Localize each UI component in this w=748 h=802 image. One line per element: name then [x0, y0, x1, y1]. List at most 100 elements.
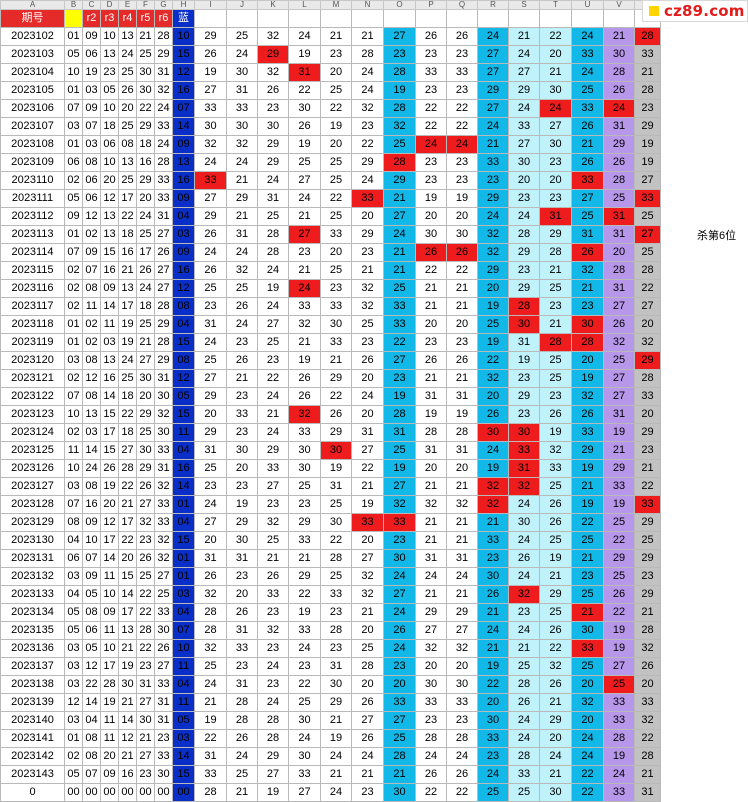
number-cell[interactable]: 19	[82, 63, 101, 82]
value-cell[interactable]: 25	[539, 369, 572, 388]
value-cell[interactable]: 33	[351, 513, 384, 532]
value-cell[interactable]: 21	[194, 693, 227, 712]
value-cell[interactable]: 29	[194, 423, 227, 442]
value-cell[interactable]: 26	[539, 675, 572, 694]
value-cell[interactable]: 21	[351, 765, 384, 784]
value-cell[interactable]: 33	[320, 225, 352, 244]
value-cell[interactable]: 20	[415, 315, 447, 334]
value-cell[interactable]: 24	[508, 99, 540, 118]
number-cell[interactable]: 09	[82, 99, 101, 118]
column-letter[interactable]: F	[136, 0, 155, 10]
number-cell[interactable]: 27	[136, 693, 155, 712]
value-cell[interactable]: 22	[415, 261, 447, 280]
value-cell[interactable]: 27	[288, 171, 321, 190]
value-cell[interactable]: 32	[288, 315, 321, 334]
value-cell[interactable]: 24	[257, 423, 289, 442]
value-cell[interactable]: 19	[603, 621, 635, 640]
period-cell[interactable]: 2023111	[0, 189, 65, 208]
number-cell[interactable]: 01	[64, 333, 83, 352]
value-cell[interactable]: 28	[383, 153, 416, 172]
number-cell[interactable]: 11	[82, 297, 101, 316]
number-cell[interactable]: 28	[118, 459, 137, 478]
number-cell[interactable]: 13	[118, 27, 137, 46]
number-cell[interactable]: 06	[100, 135, 119, 154]
blue-ball-cell[interactable]: 10	[172, 639, 195, 658]
value-cell[interactable]: 29	[257, 441, 289, 460]
value-cell[interactable]: 24	[508, 495, 540, 514]
number-cell[interactable]: 02	[64, 171, 83, 190]
value-cell[interactable]: 22	[383, 333, 416, 352]
number-cell[interactable]: 02	[64, 261, 83, 280]
value-cell[interactable]: 33	[634, 45, 661, 64]
number-cell[interactable]: 22	[118, 531, 137, 550]
value-cell[interactable]: 25	[320, 81, 352, 100]
number-cell[interactable]: 25	[136, 315, 155, 334]
value-cell[interactable]: 19	[603, 423, 635, 442]
value-cell[interactable]: 32	[415, 495, 447, 514]
value-cell[interactable]: 20	[539, 729, 572, 748]
number-cell[interactable]: 12	[82, 207, 101, 226]
value-cell[interactable]: 21	[226, 207, 258, 226]
blue-ball-cell[interactable]: 09	[172, 189, 195, 208]
number-cell[interactable]: 25	[118, 117, 137, 136]
value-cell[interactable]: 21	[351, 477, 384, 496]
number-cell[interactable]: 22	[118, 405, 137, 424]
value-cell[interactable]: 21	[477, 639, 509, 658]
value-cell[interactable]: 25	[194, 459, 227, 478]
value-cell[interactable]: 19	[477, 459, 509, 478]
value-cell[interactable]: 19	[415, 405, 447, 424]
period-cell[interactable]: 2023136	[0, 639, 65, 658]
value-cell[interactable]: 29	[508, 81, 540, 100]
value-cell[interactable]: 21	[320, 351, 352, 370]
value-cell[interactable]: 29	[257, 45, 289, 64]
number-cell[interactable]: 02	[64, 369, 83, 388]
period-cell[interactable]: 2023141	[0, 729, 65, 748]
number-cell[interactable]: 33	[154, 747, 173, 766]
value-cell[interactable]: 22	[539, 27, 572, 46]
number-cell[interactable]: 02	[82, 333, 101, 352]
value-cell[interactable]: 22	[288, 81, 321, 100]
value-cell[interactable]: 24	[288, 639, 321, 658]
value-cell[interactable]: 21	[383, 243, 416, 262]
value-cell[interactable]: 23	[257, 351, 289, 370]
number-cell[interactable]: 14	[118, 585, 137, 604]
value-cell[interactable]: 21	[288, 549, 321, 568]
number-cell[interactable]: 18	[118, 423, 137, 442]
value-cell[interactable]: 21	[634, 765, 661, 784]
value-cell[interactable]: 29	[539, 711, 572, 730]
number-cell[interactable]: 33	[154, 441, 173, 460]
number-cell[interactable]: 20	[100, 747, 119, 766]
value-cell[interactable]: 26	[603, 585, 635, 604]
value-cell[interactable]: 26	[383, 621, 416, 640]
value-cell[interactable]: 24	[194, 495, 227, 514]
value-cell[interactable]: 23	[634, 441, 661, 460]
number-cell[interactable]: 17	[118, 189, 137, 208]
value-cell[interactable]: 23	[539, 297, 572, 316]
value-cell[interactable]: 26	[539, 621, 572, 640]
value-cell[interactable]: 33	[571, 639, 604, 658]
value-cell[interactable]: 28	[634, 27, 661, 46]
value-cell[interactable]: 23	[446, 171, 478, 190]
value-cell[interactable]: 23	[415, 45, 447, 64]
value-cell[interactable]: 21	[571, 603, 604, 622]
value-cell[interactable]: 22	[351, 135, 384, 154]
value-cell[interactable]: 21	[571, 477, 604, 496]
value-cell[interactable]: 24	[351, 63, 384, 82]
value-cell[interactable]: 26	[194, 567, 227, 586]
value-cell[interactable]: 20	[634, 315, 661, 334]
number-cell[interactable]: 30	[136, 441, 155, 460]
value-cell[interactable]: 21	[257, 549, 289, 568]
value-cell[interactable]: 31	[446, 441, 478, 460]
period-cell[interactable]: 2023125	[0, 441, 65, 460]
value-cell[interactable]: 29	[477, 189, 509, 208]
period-cell[interactable]: 2023109	[0, 153, 65, 172]
value-cell[interactable]: 21	[508, 27, 540, 46]
number-cell[interactable]: 20	[136, 387, 155, 406]
value-cell[interactable]: 32	[383, 495, 416, 514]
value-cell[interactable]: 32	[508, 585, 540, 604]
value-cell[interactable]: 30	[508, 315, 540, 334]
value-cell[interactable]: 32	[446, 639, 478, 658]
number-cell[interactable]: 17	[118, 513, 137, 532]
period-cell[interactable]: 2023102	[0, 27, 65, 46]
value-cell[interactable]: 22	[415, 117, 447, 136]
